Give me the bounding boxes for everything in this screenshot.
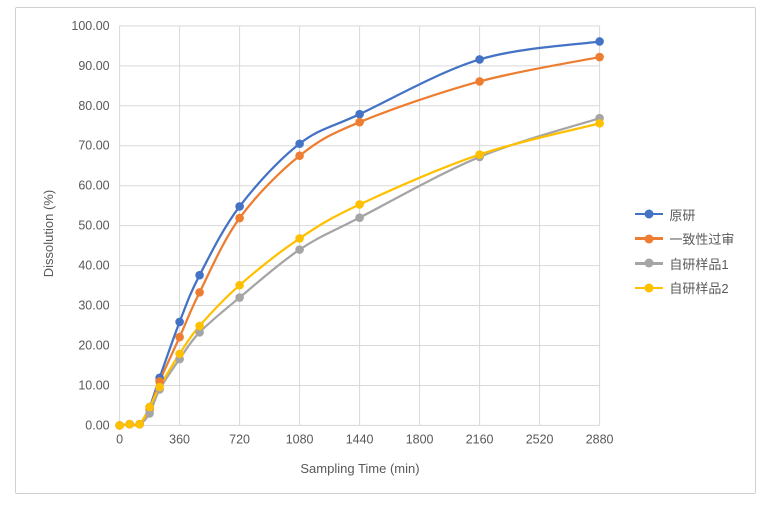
svg-text:0: 0 xyxy=(117,432,124,446)
svg-text:10.00: 10.00 xyxy=(79,379,110,393)
svg-text:0.00: 0.00 xyxy=(86,418,110,432)
svg-text:1440: 1440 xyxy=(346,432,374,446)
svg-text:50.00: 50.00 xyxy=(79,219,110,233)
svg-text:70.00: 70.00 xyxy=(79,139,110,153)
svg-text:2520: 2520 xyxy=(526,432,554,446)
svg-text:20.00: 20.00 xyxy=(79,339,110,353)
svg-text:2880: 2880 xyxy=(586,432,614,446)
svg-text:40.00: 40.00 xyxy=(79,259,110,273)
svg-text:360: 360 xyxy=(170,432,191,446)
svg-text:60.00: 60.00 xyxy=(79,179,110,193)
svg-text:720: 720 xyxy=(230,432,251,446)
svg-text:1800: 1800 xyxy=(406,432,434,446)
svg-text:2160: 2160 xyxy=(466,432,494,446)
svg-text:90.00: 90.00 xyxy=(79,59,110,73)
svg-text:30.00: 30.00 xyxy=(79,299,110,313)
svg-text:1080: 1080 xyxy=(286,432,314,446)
svg-text:100.00: 100.00 xyxy=(72,19,110,33)
svg-text:80.00: 80.00 xyxy=(79,99,110,113)
